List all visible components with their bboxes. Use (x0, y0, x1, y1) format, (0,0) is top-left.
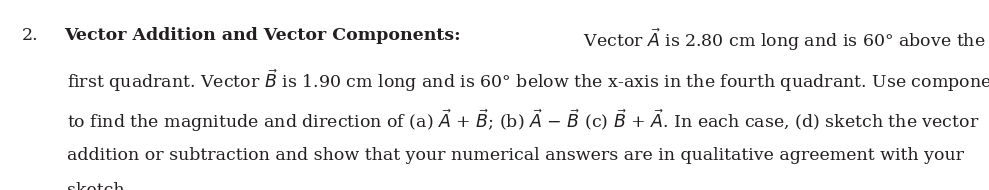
Text: 2.: 2. (22, 27, 39, 44)
Text: sketch.: sketch. (67, 182, 131, 190)
Text: addition or subtraction and show that your numerical answers are in qualitative : addition or subtraction and show that yo… (67, 147, 964, 164)
Text: to find the magnitude and direction of (a) $\vec{A}$ + $\vec{B}$; (b) $\vec{A}$ : to find the magnitude and direction of (… (67, 107, 980, 134)
Text: Vector $\vec{A}$ is 2.80 cm long and is 60° above the x-axis in the: Vector $\vec{A}$ is 2.80 cm long and is … (578, 27, 989, 53)
Text: Vector Addition and Vector Components:: Vector Addition and Vector Components: (64, 27, 461, 44)
Text: first quadrant. Vector $\vec{B}$ is 1.90 cm long and is 60° below the x-axis in : first quadrant. Vector $\vec{B}$ is 1.90… (67, 67, 989, 94)
